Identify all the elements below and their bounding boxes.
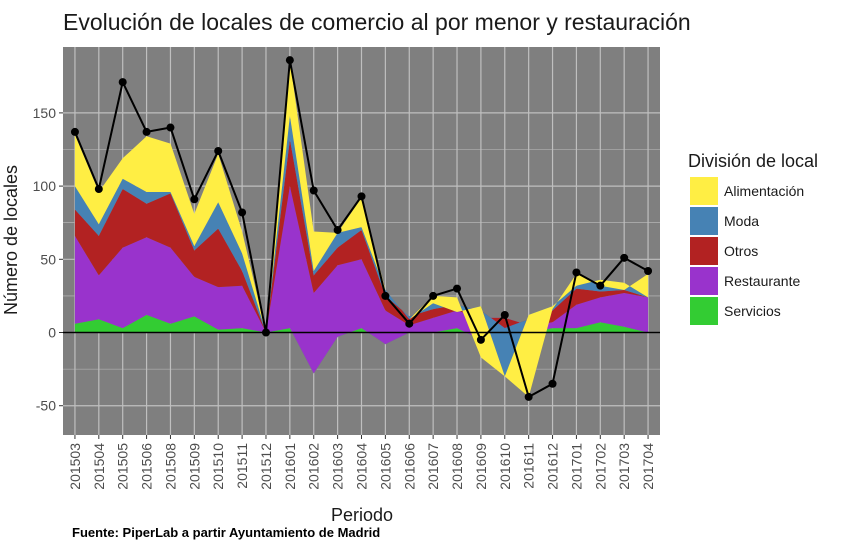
x-tick-label: 201511	[234, 443, 250, 489]
x-tick-label: 201504	[91, 443, 107, 490]
total-point	[118, 78, 127, 87]
total-point	[309, 186, 318, 195]
y-tick-label: 150	[33, 105, 57, 121]
total-point	[644, 267, 653, 276]
x-tick-label: 201512	[258, 443, 274, 490]
total-point	[500, 310, 509, 319]
total-point	[596, 281, 605, 290]
x-tick-label: 201603	[330, 443, 346, 490]
x-tick-label: 201701	[568, 443, 584, 490]
total-point	[333, 226, 342, 235]
x-tick-label: 201602	[306, 443, 322, 490]
total-point	[94, 185, 103, 194]
x-tick-label: 201509	[186, 443, 202, 490]
x-tick-label: 201702	[592, 443, 608, 490]
x-axis: 201503 201504 201505 201506 201508 201509 2015…	[67, 435, 656, 490]
x-tick-label: 201505	[115, 443, 131, 490]
x-tick-label: 201604	[354, 443, 370, 490]
source-caption: Fuente: PiperLab a partir Ayuntamiento d…	[72, 525, 380, 540]
legend-label-restaurante: Restaurante	[724, 273, 800, 289]
legend-swatch-restaurante	[690, 267, 718, 295]
legend-title: División de local	[688, 151, 818, 171]
total-point	[261, 328, 270, 337]
legend-label-alimentacion: Alimentación	[724, 183, 804, 199]
chart-title: Evolución de locales de comercio al por …	[63, 9, 691, 35]
x-tick-label: 201605	[377, 443, 393, 490]
x-tick-label: 201503	[67, 443, 83, 490]
total-point	[476, 335, 485, 344]
x-tick-label: 201610	[497, 443, 513, 490]
total-point	[70, 127, 79, 136]
y-tick-label: -50	[36, 398, 56, 414]
total-point	[524, 392, 533, 401]
total-point	[405, 319, 414, 328]
legend: División de local Alimentación Moda Otros R…	[688, 151, 818, 325]
x-axis-title: Periodo	[331, 505, 393, 525]
total-point	[572, 268, 581, 277]
total-point	[357, 192, 366, 201]
x-tick-label: 201612	[545, 443, 561, 490]
x-tick-label: 201508	[162, 443, 178, 490]
x-tick-label: 201607	[425, 443, 441, 490]
x-tick-label: 201703	[616, 443, 632, 490]
x-tick-label: 201601	[282, 443, 298, 490]
total-point	[453, 284, 462, 293]
x-tick-label: 201606	[401, 443, 417, 490]
total-point	[548, 379, 557, 388]
total-point	[190, 195, 199, 204]
x-tick-label: 201611	[521, 443, 537, 489]
legend-swatch-otros	[690, 237, 718, 265]
y-tick-label: 50	[40, 251, 56, 267]
legend-swatch-servicios	[690, 297, 718, 325]
y-tick-label: 0	[48, 325, 56, 341]
x-tick-label: 201510	[210, 443, 226, 490]
x-tick-label: 201704	[640, 443, 656, 490]
area-otros	[74, 139, 649, 333]
legend-label-servicios: Servicios	[724, 303, 781, 319]
legend-swatch-moda	[690, 207, 718, 235]
y-axis: -50 0 50 100 150	[33, 105, 63, 414]
legend-swatch-alimentacion	[690, 177, 718, 205]
x-tick-label: 201506	[139, 443, 155, 490]
total-point	[166, 123, 175, 132]
total-point	[214, 146, 223, 155]
stacked-areas	[74, 60, 649, 397]
total-point	[429, 291, 438, 300]
area-alimentacion	[74, 60, 649, 397]
total-line	[70, 56, 653, 401]
total-point	[142, 127, 151, 136]
total-point	[238, 208, 247, 217]
legend-label-otros: Otros	[724, 243, 758, 259]
total-point	[381, 291, 390, 300]
total-point	[620, 253, 629, 262]
y-axis-title: Número de locales	[1, 165, 21, 315]
legend-label-moda: Moda	[724, 213, 759, 229]
y-tick-label: 100	[33, 178, 57, 194]
x-tick-label: 201609	[473, 443, 489, 490]
total-point	[285, 56, 294, 65]
x-tick-label: 201608	[449, 443, 465, 490]
